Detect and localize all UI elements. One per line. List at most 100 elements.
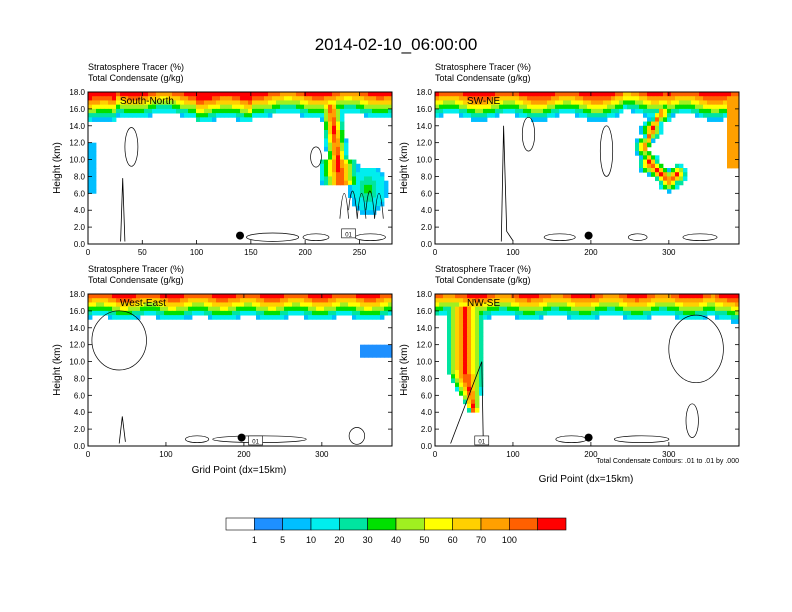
field-cell: [236, 294, 241, 299]
x-tick-label: 200: [584, 248, 598, 257]
field-cell: [651, 108, 656, 114]
field-cell: [176, 108, 181, 114]
field-cell: [208, 306, 213, 312]
field-cell: [88, 172, 93, 177]
panel-nw-se: Stratosphere Tracer (%) Total Condensate…: [399, 264, 740, 485]
field-cell: [352, 159, 357, 165]
field-cell: [180, 113, 185, 118]
field-cell: [232, 306, 237, 312]
field-cell: [479, 117, 484, 122]
field-cell: [631, 100, 636, 106]
field-cell: [711, 113, 716, 118]
field-cell: [116, 306, 121, 312]
field-cell: [368, 348, 373, 354]
field-cell: [248, 104, 253, 110]
field-cell: [639, 294, 644, 299]
field-cell: [647, 310, 652, 316]
field-cell: [603, 92, 608, 97]
field-cell: [727, 100, 732, 106]
field-cell: [192, 100, 197, 106]
field-cell: [643, 310, 648, 316]
field-cell: [495, 108, 500, 114]
field-cell: [368, 108, 373, 114]
field-cell: [683, 310, 688, 316]
field-cell: [707, 113, 712, 118]
field-cell: [92, 117, 97, 122]
field-cell: [543, 294, 548, 299]
field-cell: [703, 108, 708, 114]
field-cell: [595, 108, 600, 114]
field-cell: [268, 302, 273, 308]
field-cell: [312, 298, 317, 303]
field-cell: [479, 104, 484, 110]
field-cell: [435, 92, 440, 97]
field-cell: [176, 315, 181, 320]
field-cell: [671, 108, 676, 114]
field-cell: [152, 298, 157, 303]
field-cell: [260, 104, 265, 110]
field-cell: [455, 336, 460, 341]
field-cell: [180, 306, 185, 312]
field-cell: [312, 302, 317, 308]
field-cell: [244, 298, 249, 303]
field-cell: [148, 113, 153, 118]
contour-note: Total Condensate Contours: .01 to .01 by…: [596, 458, 739, 465]
field-cell: [264, 306, 269, 312]
field-cell: [463, 306, 468, 312]
field-cell: [132, 108, 137, 114]
field-cell: [348, 100, 353, 106]
field-cell: [603, 294, 608, 299]
plot-frame: [434, 91, 740, 245]
contour-label-box: [341, 228, 356, 239]
field-cell: [479, 96, 484, 101]
field-cell: [583, 96, 588, 101]
field-cell: [443, 100, 448, 106]
field-cell: [132, 113, 137, 118]
field-cell: [455, 365, 460, 371]
field-cell: [268, 104, 273, 110]
condensate-contour: [348, 190, 358, 219]
field-cell: [320, 108, 325, 114]
condensate-contour: [348, 427, 366, 445]
field-cell: [172, 298, 177, 303]
field-cell: [691, 108, 696, 114]
field-cell: [683, 302, 688, 308]
field-cell: [200, 104, 205, 110]
field-cell: [368, 294, 373, 299]
field-cell: [527, 104, 532, 110]
field-cell: [328, 168, 333, 173]
field-cell: [100, 306, 105, 312]
field-cell: [567, 100, 572, 106]
field-cell: [731, 92, 736, 97]
field-cell: [531, 306, 536, 312]
field-cell: [735, 121, 740, 127]
field-cell: [535, 100, 540, 106]
field-cell: [691, 92, 696, 97]
condensate-contour: [374, 193, 384, 219]
field-cell: [643, 294, 648, 299]
field-cell: [292, 100, 297, 106]
field-cell: [627, 104, 632, 110]
field-cell: [487, 108, 492, 114]
field-cell: [304, 96, 309, 101]
field-cell: [643, 121, 648, 127]
field-cell: [627, 96, 632, 101]
field-cell: [623, 294, 628, 299]
field-cell: [204, 113, 209, 118]
panel-title: West-East: [120, 298, 166, 309]
field-cell: [252, 294, 257, 299]
field-cell: [483, 310, 488, 316]
field-cell: [535, 294, 540, 299]
field-cell: [523, 108, 528, 114]
field-cell: [328, 108, 333, 114]
field-cell: [547, 100, 552, 106]
field-cell: [547, 96, 552, 101]
field-cell: [443, 302, 448, 308]
field-cell: [224, 108, 229, 114]
field-cell: [120, 298, 125, 303]
field-cell: [336, 104, 341, 110]
field-cell: [160, 100, 165, 106]
field-cell: [735, 125, 740, 131]
field-cell: [244, 306, 249, 312]
field-cell: [184, 298, 189, 303]
